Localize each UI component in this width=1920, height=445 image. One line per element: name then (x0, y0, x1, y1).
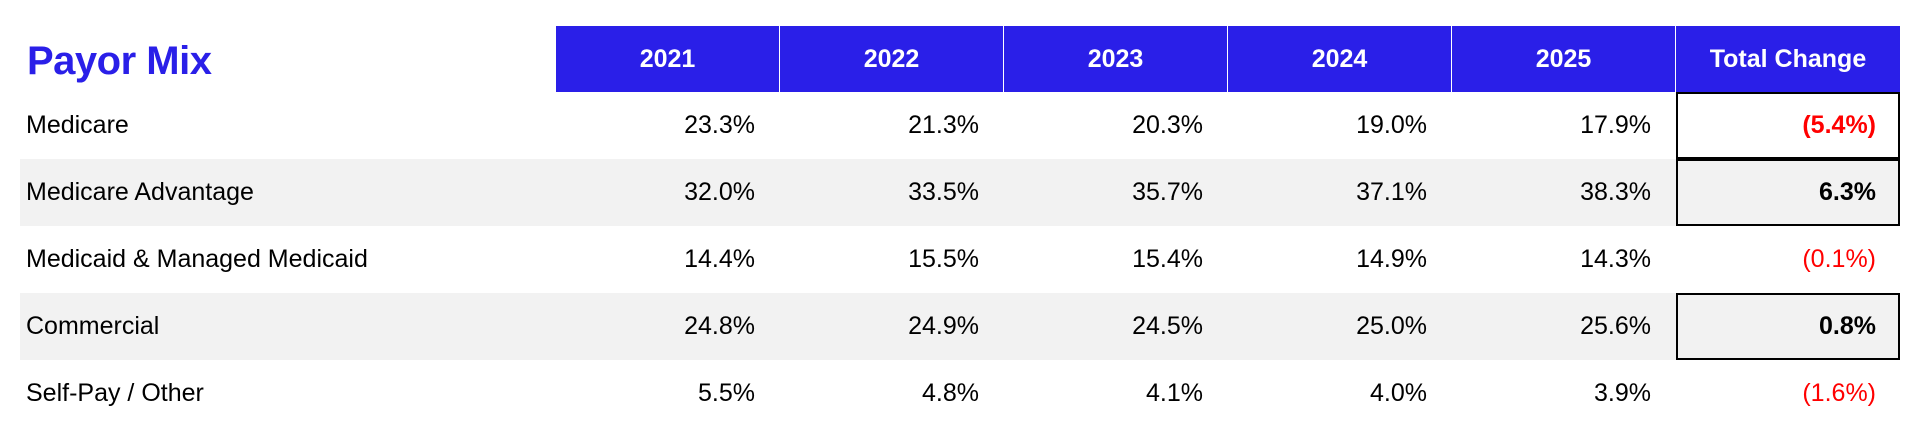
row-label: Medicare (26, 111, 129, 139)
change-value: (1.6%) (1802, 379, 1876, 407)
cell-2023: 4.1% (1146, 379, 1203, 407)
cell-2021: 23.3% (684, 111, 755, 139)
header-2022: 2022 (780, 26, 1004, 92)
change-value: 6.3% (1819, 178, 1876, 206)
header-total-change: Total Change (1676, 26, 1900, 92)
row-label: Medicare Advantage (26, 178, 254, 206)
cell-2023: 24.5% (1132, 312, 1203, 340)
cell-2022: 24.9% (908, 312, 979, 340)
header-2023: 2023 (1004, 26, 1228, 92)
cell-2021: 24.8% (684, 312, 755, 340)
cell-2024: 4.0% (1370, 379, 1427, 407)
cell-2025: 25.6% (1580, 312, 1651, 340)
table-row: Commercial 24.8% 24.9% 24.5% 25.0% 25.6%… (20, 293, 1900, 360)
cell-2023: 15.4% (1132, 245, 1203, 273)
header-2025: 2025 (1452, 26, 1676, 92)
cell-2021: 32.0% (684, 178, 755, 206)
table-body: Medicare 23.3% 21.3% 20.3% 19.0% 17.9% (… (20, 92, 1900, 427)
table-row: Self-Pay / Other 5.5% 4.8% 4.1% 4.0% 3.9… (20, 360, 1900, 427)
cell-total-change: (0.1%) (1676, 226, 1900, 293)
row-label: Medicaid & Managed Medicaid (26, 245, 368, 273)
table-row: Medicare 23.3% 21.3% 20.3% 19.0% 17.9% (… (20, 92, 1900, 159)
cell-2022: 33.5% (908, 178, 979, 206)
cell-2025: 14.3% (1580, 245, 1651, 273)
cell-2024: 19.0% (1356, 111, 1427, 139)
table-title: Payor Mix (27, 39, 212, 83)
cell-2025: 38.3% (1580, 178, 1651, 206)
row-label: Self-Pay / Other (26, 379, 204, 407)
cell-2024: 25.0% (1356, 312, 1427, 340)
cell-2021: 14.4% (684, 245, 755, 273)
cell-total-change: (5.4%) (1676, 92, 1900, 159)
cell-2023: 35.7% (1132, 178, 1203, 206)
table-row: Medicare Advantage 32.0% 33.5% 35.7% 37.… (20, 159, 1900, 226)
row-label: Commercial (26, 312, 160, 340)
header-row: 2021 2022 2023 2024 2025 Total Change (556, 26, 1900, 92)
cell-2022: 15.5% (908, 245, 979, 273)
cell-total-change: (1.6%) (1676, 360, 1900, 427)
cell-2022: 4.8% (922, 379, 979, 407)
cell-2023: 20.3% (1132, 111, 1203, 139)
cell-2025: 3.9% (1594, 379, 1651, 407)
cell-total-change: 6.3% (1676, 159, 1900, 226)
change-value: (0.1%) (1802, 245, 1876, 273)
cell-2021: 5.5% (698, 379, 755, 407)
cell-2024: 14.9% (1356, 245, 1427, 273)
change-value: (5.4%) (1802, 111, 1876, 139)
cell-2024: 37.1% (1356, 178, 1427, 206)
cell-2022: 21.3% (908, 111, 979, 139)
change-value: 0.8% (1819, 312, 1876, 340)
cell-2025: 17.9% (1580, 111, 1651, 139)
header-2024: 2024 (1228, 26, 1452, 92)
table-row: Medicaid & Managed Medicaid 14.4% 15.5% … (20, 226, 1900, 293)
header-2021: 2021 (556, 26, 780, 92)
cell-total-change: 0.8% (1676, 293, 1900, 360)
